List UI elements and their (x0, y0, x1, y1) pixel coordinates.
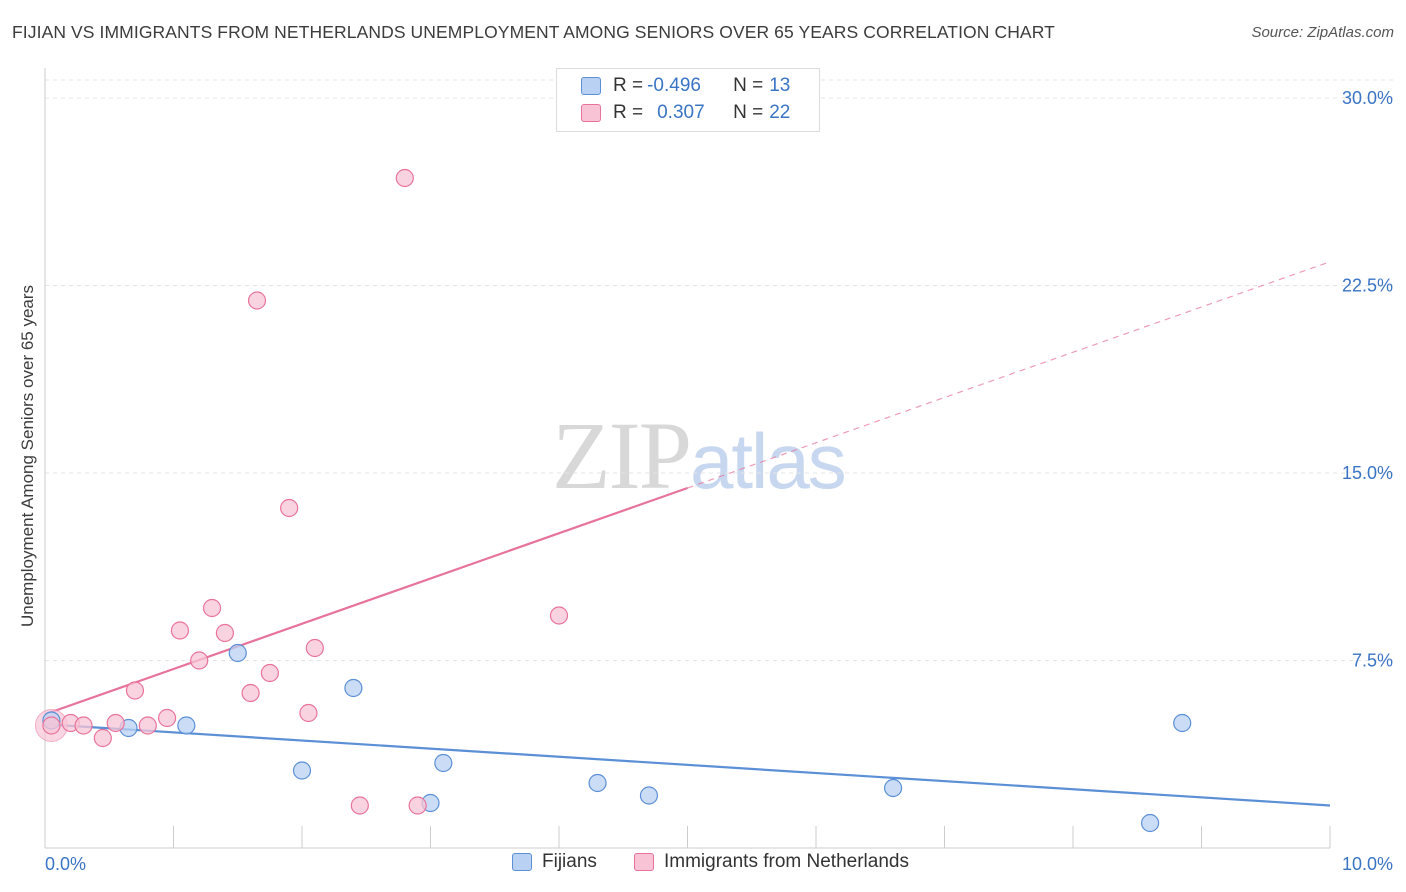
y-tick-label: 15.0% (1342, 463, 1393, 483)
data-point-fijians (1140, 813, 1160, 833)
legend-row-netherlands: R = 0.307 N = 22 (581, 101, 790, 125)
data-point-netherlands (170, 621, 190, 640)
legend-label-netherlands: Immigrants from Netherlands (664, 851, 909, 872)
data-point-fijians (883, 778, 903, 798)
data-point-fijians (434, 753, 453, 773)
watermark-zip: ZIP (552, 402, 692, 509)
legend-r-value: 0.307 (657, 102, 705, 123)
legend-n-value: 13 (769, 75, 791, 96)
data-point-netherlands (106, 713, 125, 733)
data-point-fijians (228, 643, 247, 663)
legend-label-fijians: Fijians (542, 851, 597, 872)
data-point-netherlands (408, 796, 427, 815)
data-point-netherlands (299, 703, 318, 723)
y-tick-label: 22.5% (1342, 276, 1393, 296)
x-tick-label: 0.0% (45, 854, 86, 874)
legend-swatch-netherlands (581, 104, 601, 122)
trend-line-extension (687, 261, 1331, 489)
data-point-netherlands (202, 598, 222, 618)
legend-r-value: -0.496 (647, 75, 701, 96)
data-point-netherlands (260, 663, 279, 683)
data-point-netherlands (305, 638, 324, 658)
data-point-netherlands (42, 716, 61, 735)
data-point-fijians (1173, 713, 1192, 733)
data-point-fijians (344, 678, 363, 698)
legend-r-label: R = (613, 75, 644, 96)
y-tick-label: 7.5% (1352, 651, 1393, 671)
data-point-netherlands (247, 291, 267, 310)
data-point-netherlands (157, 708, 177, 728)
trend-line-netherlands (44, 486, 688, 716)
data-point-netherlands (549, 606, 569, 625)
legend-item-netherlands[interactable]: Immigrants from Netherlands (634, 851, 909, 873)
data-point-fijians (639, 786, 659, 805)
data-point-fijians (588, 773, 607, 793)
data-point-netherlands (125, 681, 145, 700)
legend-swatch-fijians (512, 853, 532, 871)
data-point-fijians (177, 716, 196, 735)
data-point-netherlands (93, 728, 112, 748)
correlation-legend: R = -0.496 N = 13 R = 0.307 N = 22 (556, 68, 820, 132)
legend-swatch-netherlands (634, 853, 654, 871)
legend-n-label: N = (733, 75, 764, 96)
data-point-netherlands (215, 623, 234, 643)
legend-r-label: R = (613, 102, 644, 123)
y-tick-label: 30.0% (1342, 88, 1393, 108)
data-point-netherlands (241, 683, 260, 703)
chart-title: FIJIAN VS IMMIGRANTS FROM NETHERLANDS UN… (12, 22, 1055, 42)
data-point-netherlands (138, 716, 157, 735)
legend-swatch-fijians (581, 77, 601, 95)
series-legend: Fijians Immigrants from Netherlands (0, 851, 1406, 879)
trend-line-fijians (44, 723, 1331, 807)
legend-row-fijians: R = -0.496 N = 13 (581, 74, 790, 98)
source-label: Source: ZipAtlas.com (1251, 24, 1394, 41)
legend-n-value: 22 (769, 102, 791, 123)
data-point-netherlands (190, 651, 209, 670)
legend-n-label: N = (733, 102, 764, 123)
x-tick-label: 10.0% (1342, 854, 1393, 874)
data-point-netherlands (395, 168, 414, 188)
data-point-fijians (292, 761, 312, 780)
data-point-netherlands (74, 716, 93, 735)
watermark-atlas: atlas (690, 417, 847, 505)
watermark: ZIPatlas (552, 400, 847, 511)
data-point-netherlands (280, 498, 299, 518)
legend-item-fijians[interactable]: Fijians (512, 851, 597, 873)
data-point-netherlands (350, 796, 369, 815)
